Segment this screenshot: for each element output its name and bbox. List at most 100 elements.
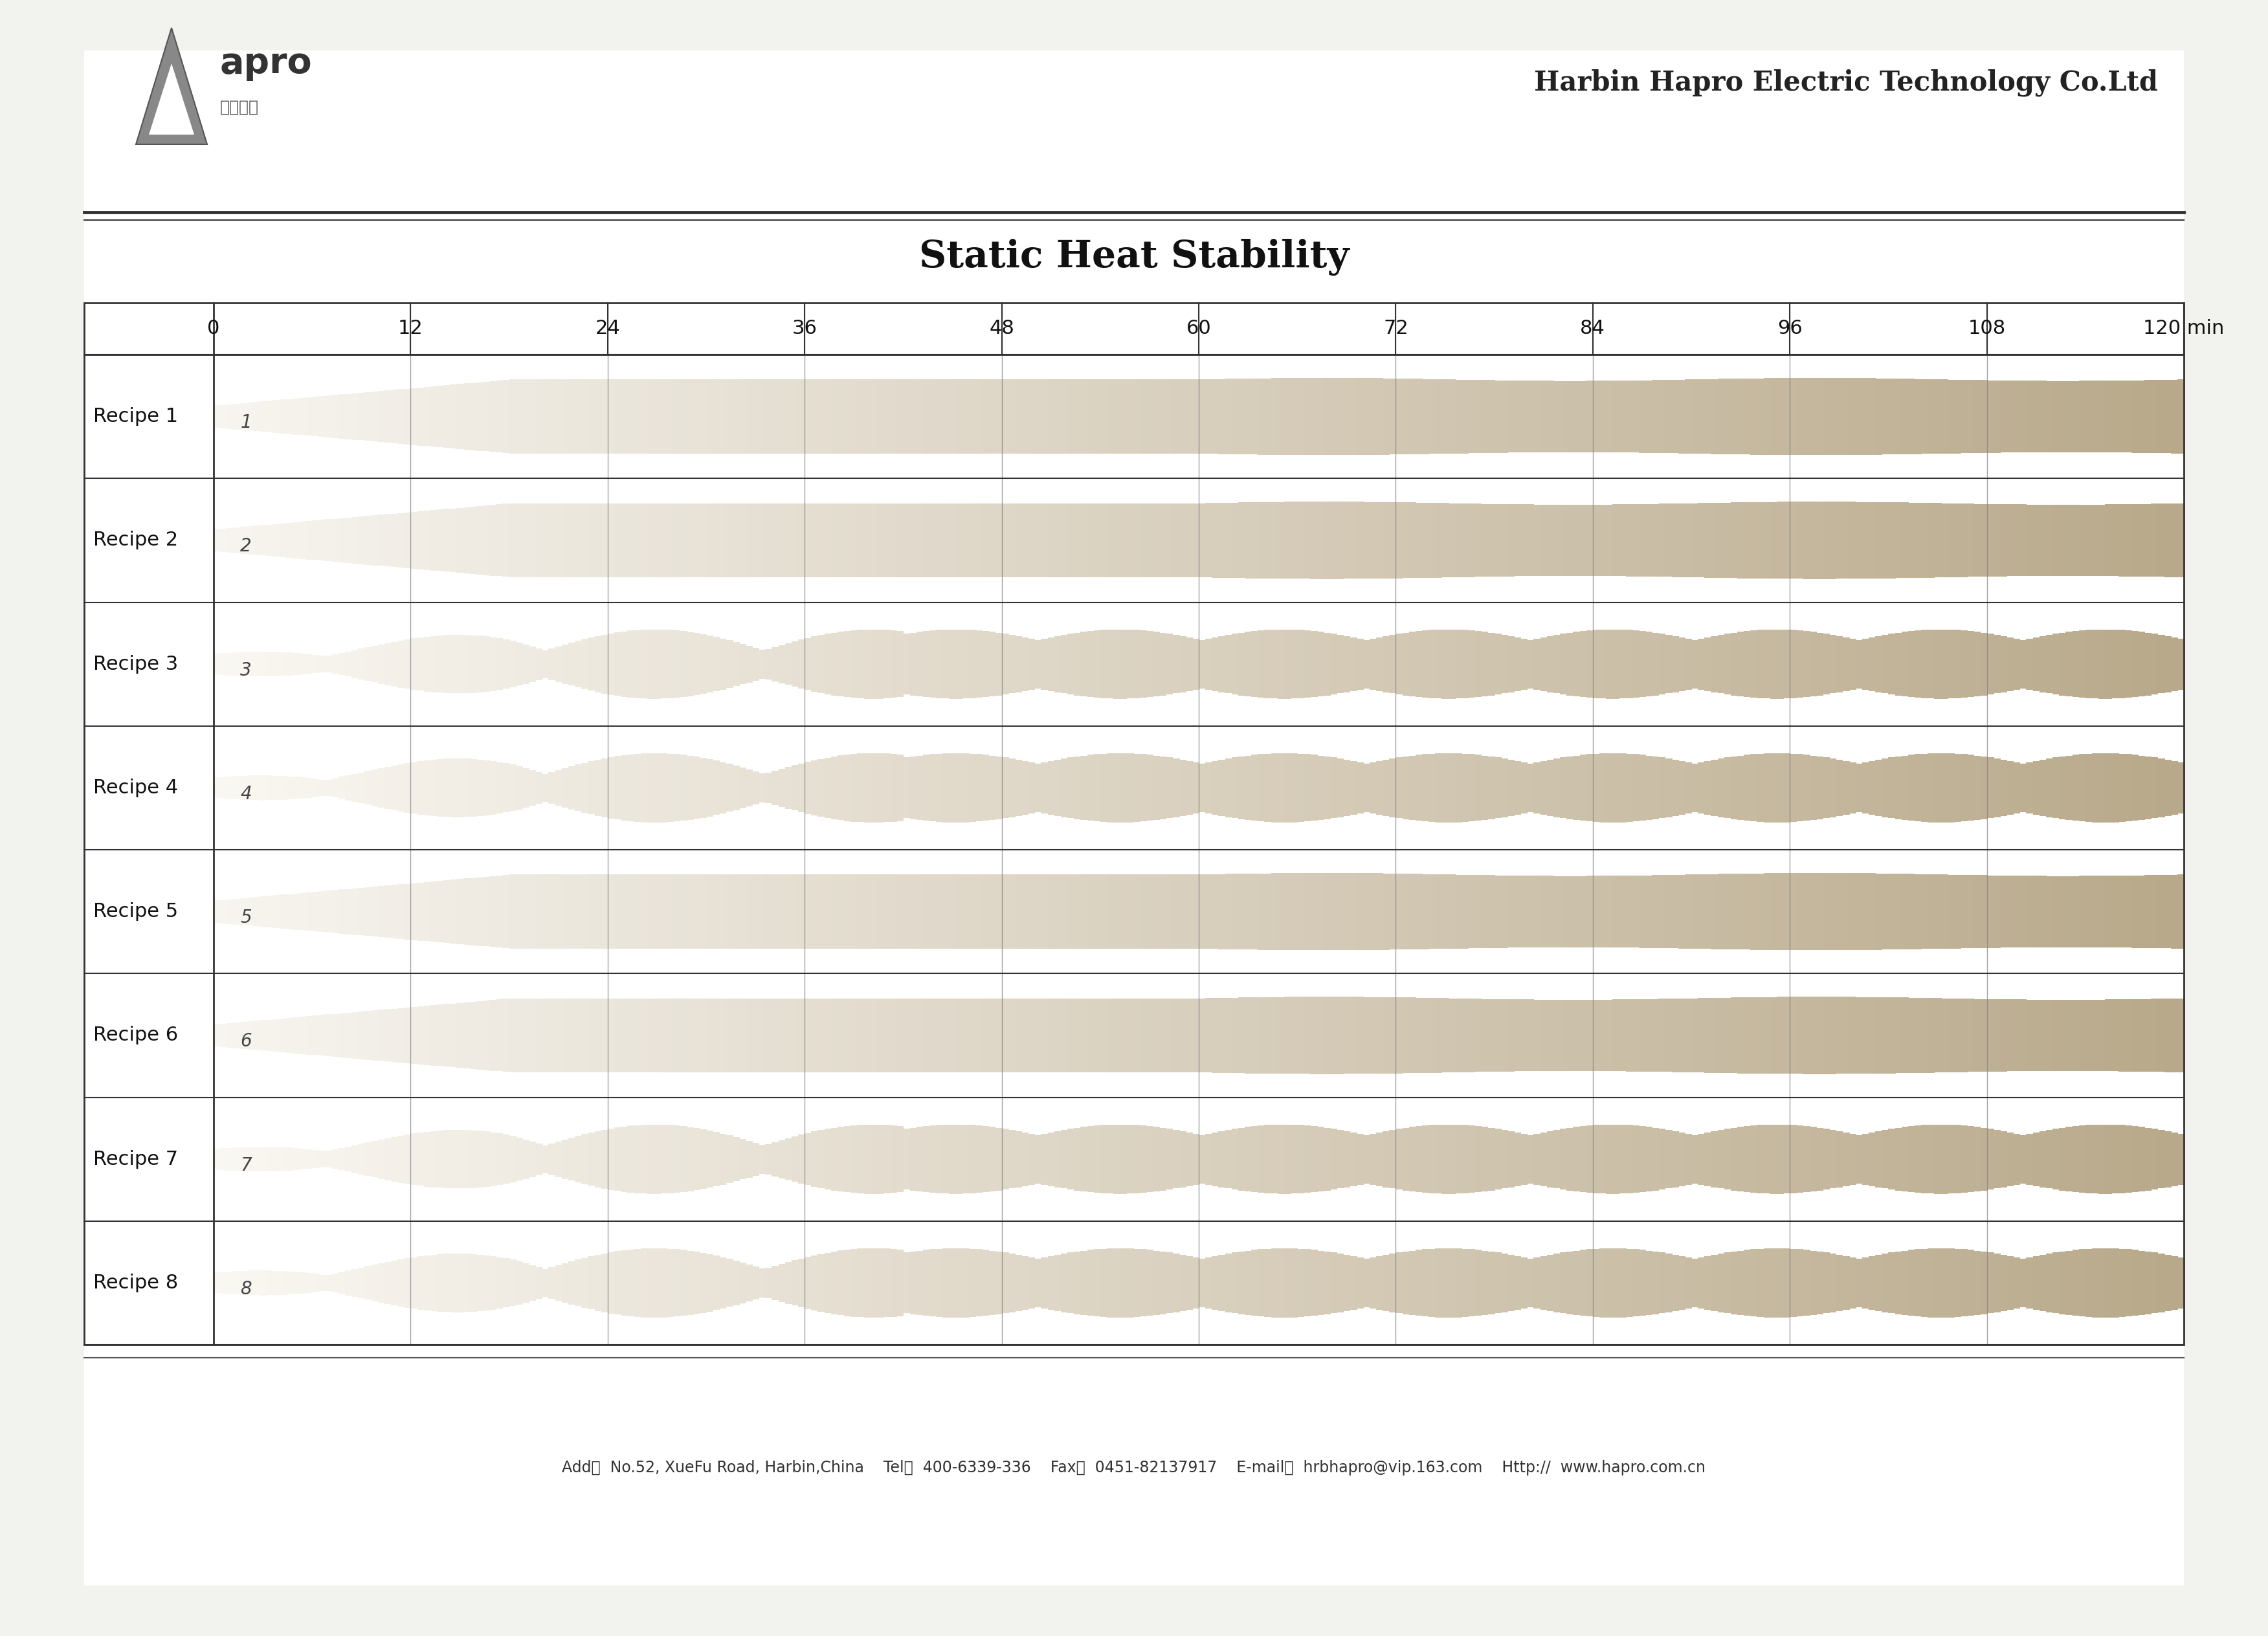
- Bar: [581, 1258, 590, 1307]
- Bar: [1626, 630, 1633, 699]
- Bar: [719, 1134, 726, 1184]
- Bar: [1127, 1248, 1134, 1317]
- Bar: [996, 633, 1002, 695]
- Bar: [1093, 875, 1100, 949]
- Bar: [438, 635, 445, 692]
- Bar: [1442, 998, 1449, 1073]
- Bar: [1796, 1250, 1803, 1317]
- Bar: [497, 875, 503, 947]
- Bar: [1737, 631, 1744, 697]
- Bar: [2066, 381, 2073, 452]
- Bar: [220, 1148, 227, 1170]
- Bar: [1501, 635, 1508, 694]
- Text: 6: 6: [240, 1032, 252, 1050]
- Bar: [1994, 635, 2000, 694]
- Bar: [404, 1134, 411, 1184]
- Bar: [885, 875, 891, 949]
- Bar: [608, 875, 615, 949]
- Bar: [1724, 757, 1730, 818]
- Bar: [1842, 874, 1851, 951]
- Bar: [476, 877, 483, 946]
- Bar: [1139, 504, 1148, 578]
- Bar: [871, 380, 878, 453]
- Bar: [608, 998, 615, 1073]
- Bar: [837, 1127, 844, 1191]
- Bar: [1941, 1248, 1948, 1317]
- Bar: [1765, 378, 1771, 455]
- Bar: [397, 885, 404, 939]
- Bar: [2125, 875, 2132, 947]
- Bar: [982, 1126, 989, 1193]
- Bar: [2105, 753, 2112, 823]
- Bar: [2105, 381, 2112, 453]
- Bar: [819, 875, 826, 949]
- Bar: [324, 656, 333, 672]
- Bar: [823, 1129, 832, 1189]
- Bar: [1855, 874, 1862, 951]
- Bar: [379, 1139, 386, 1180]
- Bar: [306, 1273, 313, 1292]
- Bar: [469, 879, 476, 946]
- Bar: [265, 1019, 274, 1050]
- Bar: [1061, 1130, 1068, 1188]
- Bar: [1613, 1000, 1619, 1072]
- Bar: [1710, 998, 1719, 1073]
- Bar: [968, 504, 975, 578]
- Bar: [1349, 1256, 1356, 1310]
- Bar: [1869, 874, 1876, 951]
- Bar: [254, 1021, 261, 1050]
- Bar: [383, 1261, 392, 1304]
- Bar: [1481, 1250, 1488, 1315]
- Bar: [896, 504, 905, 578]
- Bar: [878, 1248, 885, 1317]
- Bar: [1349, 996, 1356, 1073]
- Bar: [1034, 1258, 1041, 1307]
- Bar: [1606, 753, 1613, 823]
- Bar: [324, 396, 333, 437]
- Bar: [1395, 378, 1404, 455]
- Bar: [234, 1147, 240, 1171]
- Bar: [1619, 1248, 1626, 1317]
- Bar: [1758, 996, 1765, 1073]
- Bar: [1009, 504, 1016, 578]
- Bar: [1408, 378, 1415, 455]
- Bar: [1263, 630, 1272, 699]
- Bar: [2091, 504, 2100, 576]
- Bar: [1533, 762, 1540, 813]
- Bar: [1817, 1127, 1823, 1191]
- Bar: [1139, 754, 1148, 821]
- Bar: [411, 1006, 417, 1063]
- Bar: [1152, 631, 1159, 697]
- Bar: [265, 525, 274, 556]
- Bar: [923, 875, 930, 949]
- Bar: [771, 646, 778, 681]
- Bar: [1343, 874, 1349, 951]
- Bar: [1678, 1256, 1685, 1310]
- Bar: [1796, 874, 1803, 951]
- Bar: [975, 380, 982, 453]
- Bar: [687, 756, 694, 820]
- Bar: [719, 380, 726, 453]
- Bar: [719, 638, 726, 690]
- Bar: [1554, 1130, 1560, 1188]
- Bar: [850, 1248, 857, 1317]
- Bar: [889, 504, 898, 578]
- Bar: [272, 775, 279, 800]
- Bar: [753, 504, 760, 578]
- Bar: [764, 380, 773, 453]
- Bar: [265, 401, 274, 432]
- Bar: [2150, 504, 2159, 578]
- Bar: [996, 875, 1002, 949]
- Bar: [1501, 1000, 1508, 1072]
- Bar: [397, 1260, 404, 1307]
- Bar: [1894, 502, 1903, 578]
- Bar: [1672, 380, 1678, 453]
- Bar: [1685, 1258, 1692, 1309]
- Bar: [753, 998, 760, 1073]
- Bar: [265, 651, 274, 676]
- Bar: [497, 762, 503, 813]
- Bar: [1724, 1129, 1730, 1189]
- Bar: [1467, 630, 1474, 697]
- Bar: [739, 504, 746, 578]
- Bar: [2066, 1127, 2073, 1191]
